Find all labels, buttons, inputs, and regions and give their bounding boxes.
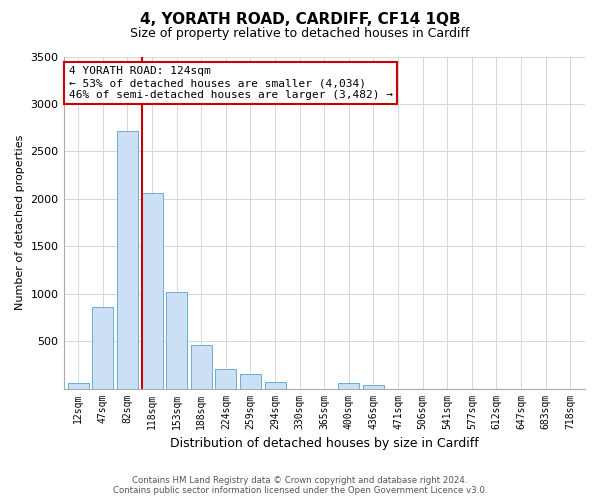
Text: 4, YORATH ROAD, CARDIFF, CF14 1QB: 4, YORATH ROAD, CARDIFF, CF14 1QB [140,12,460,28]
Text: 4 YORATH ROAD: 124sqm
← 53% of detached houses are smaller (4,034)
46% of semi-d: 4 YORATH ROAD: 124sqm ← 53% of detached … [69,66,393,100]
Bar [265,382,286,388]
X-axis label: Distribution of detached houses by size in Cardiff: Distribution of detached houses by size … [170,437,479,450]
Bar [166,292,187,388]
Bar [142,193,163,388]
Bar [92,308,113,388]
Bar [240,374,261,388]
Text: Contains HM Land Registry data © Crown copyright and database right 2024.
Contai: Contains HM Land Registry data © Crown c… [113,476,487,495]
Bar [215,368,236,388]
Bar [117,130,138,388]
Bar [191,346,212,389]
Bar [338,384,359,388]
Bar [363,385,384,388]
Bar [68,384,89,388]
Text: Size of property relative to detached houses in Cardiff: Size of property relative to detached ho… [130,28,470,40]
Y-axis label: Number of detached properties: Number of detached properties [15,135,25,310]
